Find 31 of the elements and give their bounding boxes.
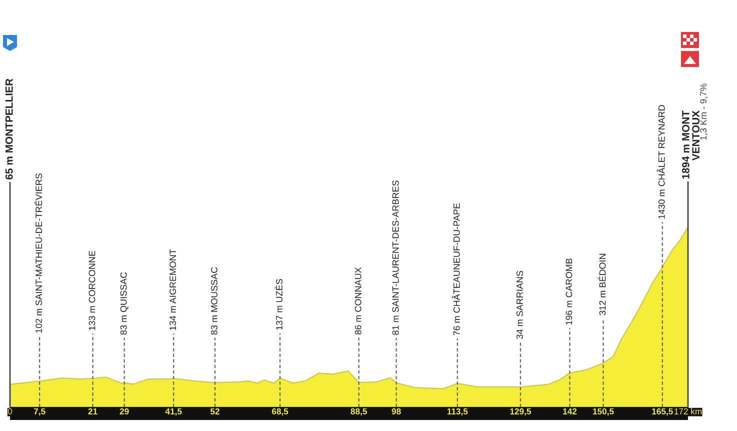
x-tick-label: 98 (392, 408, 401, 414)
x-tick-label: 7,5 (34, 408, 46, 416)
ref-line-label: 1894 m MONT VENTOUX (682, 110, 700, 179)
ref-line-label: 83 m QUISSAC (120, 272, 128, 335)
x-tick-label: 21 (88, 408, 98, 414)
x-tick-label: 88,5 (350, 408, 367, 416)
x-tick-label: 52 (210, 408, 220, 414)
ref-line-label: 196 m CAROMB (566, 258, 572, 325)
ref-line-label: 137 m UZÈS (274, 279, 282, 330)
ref-line-label: 1430 m CHÂLET REYNARD (656, 104, 665, 219)
ref-line-label: 76 m CHÂTEAUNEUF-DU-PAPE (452, 203, 460, 336)
ref-line-label: 102 m SAINT-MATHIEU-DE-TRÉVIERS (34, 173, 42, 333)
x-tick-label: 150,5 (593, 408, 614, 416)
x-tick-label: 0 (8, 408, 12, 414)
ref-line-label: 312 m BÉDOIN (598, 254, 606, 316)
ref-line-label: 34 m SARRIANS (516, 270, 523, 339)
ref-line-label: 81 m SAINT-LAURENT-DES-ARBRES (392, 180, 399, 335)
x-tick-label: 142 (563, 408, 577, 414)
x-tick-label: 129,5 (510, 408, 532, 416)
ref-line-label: 86 m CONNAUX (354, 267, 362, 334)
x-tick-label: 113,5 (447, 408, 468, 416)
x-tick-label: 41,5 (165, 408, 182, 416)
x-tick-label: 29 (120, 408, 129, 414)
x-tick-label: 165,5 (652, 408, 673, 416)
ref-line-label: 134 m AIGREMONT (170, 249, 176, 330)
ref-line-label: 83 m MOUSSAC (211, 267, 218, 335)
x-tick-label: 68,5 (272, 408, 288, 416)
ref-line-label: 65 m MONTPELLIER (5, 78, 13, 180)
text: 1,3 Km - 9,7% (700, 84, 708, 140)
ref-line-label: 133 m CORCONNE (88, 250, 96, 330)
x-tick-label: 172 km (674, 408, 702, 414)
